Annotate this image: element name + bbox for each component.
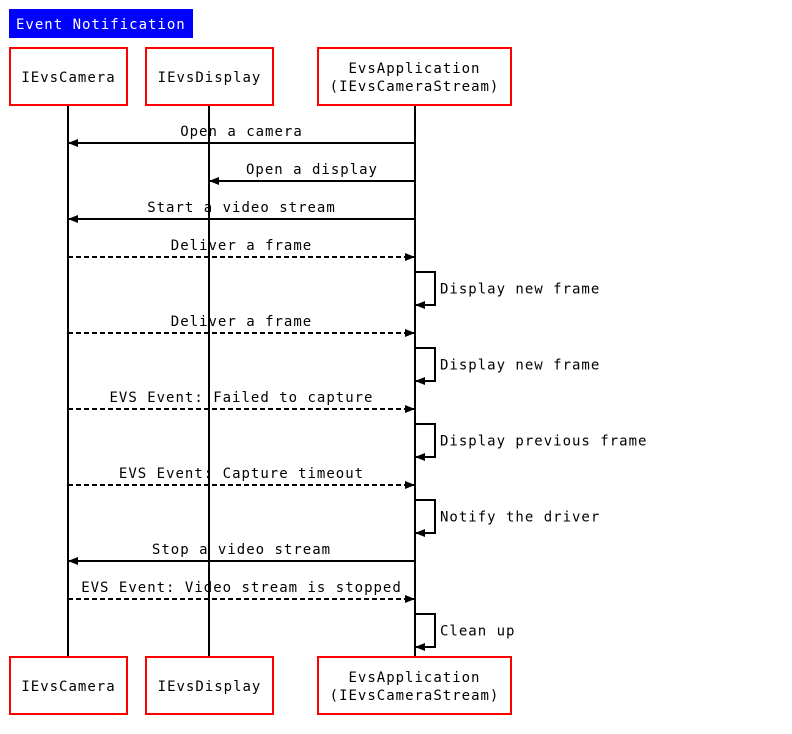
message-label: Display previous frame xyxy=(440,434,647,450)
participant-cam-bottom: IEvsCamera xyxy=(9,656,128,715)
message-label: Open a display xyxy=(246,162,378,178)
message-arrow: Start a video stream xyxy=(68,200,415,223)
participant-disp-bottom: IEvsDisplay xyxy=(145,656,274,715)
message-arrow: EVS Event: Capture timeout xyxy=(68,466,415,489)
title-text: Event Notification xyxy=(16,17,186,33)
message-arrow: Stop a video stream xyxy=(68,542,415,565)
message-arrow: EVS Event: Video stream is stopped xyxy=(68,580,415,603)
message-label: Clean up xyxy=(440,624,515,640)
self-arrow-line xyxy=(415,271,436,309)
participant-label: IEvsDisplay xyxy=(158,70,262,86)
participant-app-top: EvsApplication (IEvsCameraStream) xyxy=(317,47,512,106)
message-label: Open a camera xyxy=(180,124,303,140)
message-arrow: EVS Event: Failed to capture xyxy=(68,390,415,413)
participant-box xyxy=(9,47,128,106)
self-arrow-line xyxy=(415,423,436,461)
message-arrow: Open a camera xyxy=(68,124,415,147)
participant-box xyxy=(145,47,274,106)
message-label: Display new frame xyxy=(440,282,600,298)
message-arrow: Deliver a frame xyxy=(68,238,415,261)
participant-cam-top: IEvsCamera xyxy=(9,47,128,106)
message-label: EVS Event: Video stream is stopped xyxy=(81,580,402,596)
message-label: Deliver a frame xyxy=(171,238,312,254)
self-arrow-line xyxy=(415,499,436,537)
message-label: Deliver a frame xyxy=(171,314,312,330)
message-label: Display new frame xyxy=(440,358,600,374)
self-arrow-line xyxy=(415,347,436,385)
participant-label: (IEvsCameraStream) xyxy=(330,79,500,95)
participant-label: (IEvsCameraStream) xyxy=(330,688,500,704)
self-message: Display new frame xyxy=(415,271,600,309)
participant-label: EvsApplication xyxy=(348,670,480,686)
self-message: Display previous frame xyxy=(415,423,647,461)
self-message: Notify the driver xyxy=(415,499,600,537)
participant-box xyxy=(145,656,274,715)
message-arrow: Deliver a frame xyxy=(68,314,415,337)
message-label: EVS Event: Capture timeout xyxy=(119,466,364,482)
self-arrow-line xyxy=(415,613,436,651)
message-label: Stop a video stream xyxy=(152,542,331,558)
participant-label: EvsApplication xyxy=(348,61,480,77)
message-arrow: Open a display xyxy=(209,162,415,185)
message-label: Start a video stream xyxy=(147,200,336,216)
message-label: Notify the driver xyxy=(440,510,600,526)
message-label: EVS Event: Failed to capture xyxy=(109,390,373,406)
title-background xyxy=(9,9,193,38)
diagram-title: Event Notification xyxy=(9,9,193,38)
participant-app-bottom: EvsApplication (IEvsCameraStream) xyxy=(317,656,512,715)
participant-label: IEvsCamera xyxy=(21,70,115,86)
participant-box xyxy=(317,656,512,715)
self-message: Clean up xyxy=(415,613,515,651)
self-message: Display new frame xyxy=(415,347,600,385)
participant-box xyxy=(9,656,128,715)
participant-label: IEvsDisplay xyxy=(158,679,262,695)
participant-label: IEvsCamera xyxy=(21,679,115,695)
participant-disp-top: IEvsDisplay xyxy=(145,47,274,106)
participant-box xyxy=(317,47,512,106)
